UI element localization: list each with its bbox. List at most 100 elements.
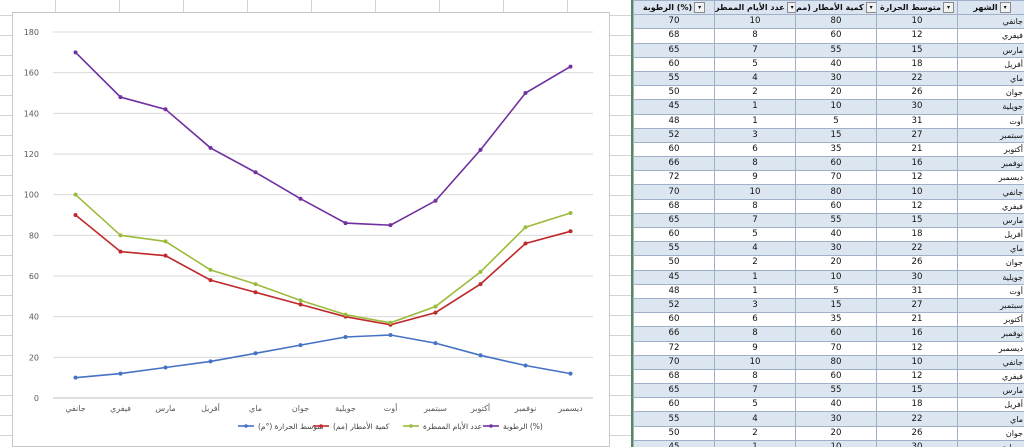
value-cell[interactable]: 8 xyxy=(715,327,796,341)
value-cell[interactable]: 10 xyxy=(715,15,796,29)
value-cell[interactable]: 21 xyxy=(877,142,958,156)
value-cell[interactable]: 70 xyxy=(796,341,877,355)
value-cell[interactable]: 55 xyxy=(796,213,877,227)
value-cell[interactable]: 21 xyxy=(877,313,958,327)
value-cell[interactable]: 4 xyxy=(715,242,796,256)
value-cell[interactable]: 22 xyxy=(877,71,958,85)
value-cell[interactable]: 68 xyxy=(634,199,715,213)
value-cell[interactable]: 18 xyxy=(877,228,958,242)
value-cell[interactable]: 22 xyxy=(877,412,958,426)
value-cell[interactable]: 8 xyxy=(715,199,796,213)
value-cell[interactable]: 80 xyxy=(796,15,877,29)
filter-dropdown-icon[interactable]: ▾ xyxy=(866,2,877,13)
value-cell[interactable]: 5 xyxy=(715,57,796,71)
value-cell[interactable]: 26 xyxy=(877,256,958,270)
value-cell[interactable]: 10 xyxy=(877,355,958,369)
value-cell[interactable]: 70 xyxy=(634,355,715,369)
value-cell[interactable]: 20 xyxy=(796,86,877,100)
value-cell[interactable]: 16 xyxy=(877,157,958,171)
header-month[interactable]: الشهر▾ xyxy=(958,1,1024,15)
value-cell[interactable]: 35 xyxy=(796,313,877,327)
value-cell[interactable]: 60 xyxy=(796,157,877,171)
value-cell[interactable]: 18 xyxy=(877,57,958,71)
month-cell[interactable]: مارس xyxy=(958,384,1024,398)
value-cell[interactable]: 5 xyxy=(715,398,796,412)
month-cell[interactable]: أفريل xyxy=(958,228,1024,242)
header-rainfall[interactable]: كمية الأمطار (مم▾ xyxy=(796,1,877,15)
value-cell[interactable]: 65 xyxy=(634,213,715,227)
value-cell[interactable]: 8 xyxy=(715,369,796,383)
month-cell[interactable]: أوت xyxy=(958,114,1024,128)
value-cell[interactable]: 55 xyxy=(796,384,877,398)
value-cell[interactable]: 12 xyxy=(877,199,958,213)
value-cell[interactable]: 7 xyxy=(715,43,796,57)
month-cell[interactable]: ماي xyxy=(958,71,1024,85)
value-cell[interactable]: 48 xyxy=(634,114,715,128)
value-cell[interactable]: 3 xyxy=(715,298,796,312)
value-cell[interactable]: 15 xyxy=(877,213,958,227)
value-cell[interactable]: 40 xyxy=(796,57,877,71)
value-cell[interactable]: 4 xyxy=(715,412,796,426)
month-cell[interactable]: ماي xyxy=(958,242,1024,256)
value-cell[interactable]: 30 xyxy=(877,270,958,284)
value-cell[interactable]: 5 xyxy=(796,284,877,298)
value-cell[interactable]: 31 xyxy=(877,284,958,298)
value-cell[interactable]: 45 xyxy=(634,440,715,447)
value-cell[interactable]: 30 xyxy=(796,412,877,426)
value-cell[interactable]: 15 xyxy=(877,384,958,398)
month-cell[interactable]: جوان xyxy=(958,86,1024,100)
value-cell[interactable]: 68 xyxy=(634,369,715,383)
month-cell[interactable]: جوان xyxy=(958,256,1024,270)
value-cell[interactable]: 40 xyxy=(796,398,877,412)
value-cell[interactable]: 16 xyxy=(877,327,958,341)
month-cell[interactable]: جويلية xyxy=(958,100,1024,114)
value-cell[interactable]: 26 xyxy=(877,426,958,440)
month-cell[interactable]: فيفري xyxy=(958,369,1024,383)
value-cell[interactable]: 60 xyxy=(634,57,715,71)
value-cell[interactable]: 1 xyxy=(715,270,796,284)
month-cell[interactable]: جانفي xyxy=(958,15,1024,29)
month-cell[interactable]: جويلية xyxy=(958,270,1024,284)
month-cell[interactable]: سبتمبر xyxy=(958,298,1024,312)
month-cell[interactable]: أوت xyxy=(958,284,1024,298)
value-cell[interactable]: 7 xyxy=(715,213,796,227)
month-cell[interactable]: أفريل xyxy=(958,398,1024,412)
month-cell[interactable]: ديسمبر xyxy=(958,341,1024,355)
value-cell[interactable]: 72 xyxy=(634,341,715,355)
month-cell[interactable]: سبتمبر xyxy=(958,128,1024,142)
value-cell[interactable]: 10 xyxy=(877,15,958,29)
value-cell[interactable]: 9 xyxy=(715,171,796,185)
value-cell[interactable]: 1 xyxy=(715,100,796,114)
value-cell[interactable]: 30 xyxy=(796,71,877,85)
value-cell[interactable]: 12 xyxy=(877,369,958,383)
month-cell[interactable]: نوفمبر xyxy=(958,327,1024,341)
header-rainy-days[interactable]: عدد الأيام الممطر▾ xyxy=(715,1,796,15)
month-cell[interactable]: جانفي xyxy=(958,185,1024,199)
value-cell[interactable]: 60 xyxy=(796,369,877,383)
value-cell[interactable]: 45 xyxy=(634,270,715,284)
value-cell[interactable]: 26 xyxy=(877,86,958,100)
value-cell[interactable]: 35 xyxy=(796,142,877,156)
value-cell[interactable]: 27 xyxy=(877,298,958,312)
value-cell[interactable]: 55 xyxy=(634,242,715,256)
value-cell[interactable]: 66 xyxy=(634,157,715,171)
value-cell[interactable]: 60 xyxy=(634,228,715,242)
value-cell[interactable]: 50 xyxy=(634,256,715,270)
value-cell[interactable]: 52 xyxy=(634,128,715,142)
value-cell[interactable]: 60 xyxy=(634,313,715,327)
value-cell[interactable]: 12 xyxy=(877,171,958,185)
value-cell[interactable]: 18 xyxy=(877,398,958,412)
value-cell[interactable]: 10 xyxy=(796,440,877,447)
value-cell[interactable]: 8 xyxy=(715,157,796,171)
month-cell[interactable]: فيفري xyxy=(958,199,1024,213)
value-cell[interactable]: 80 xyxy=(796,355,877,369)
value-cell[interactable]: 15 xyxy=(796,298,877,312)
value-cell[interactable]: 9 xyxy=(715,341,796,355)
value-cell[interactable]: 10 xyxy=(796,270,877,284)
value-cell[interactable]: 31 xyxy=(877,114,958,128)
value-cell[interactable]: 1 xyxy=(715,440,796,447)
month-cell[interactable]: جوان xyxy=(958,426,1024,440)
value-cell[interactable]: 10 xyxy=(796,100,877,114)
month-cell[interactable]: ديسمبر xyxy=(958,171,1024,185)
